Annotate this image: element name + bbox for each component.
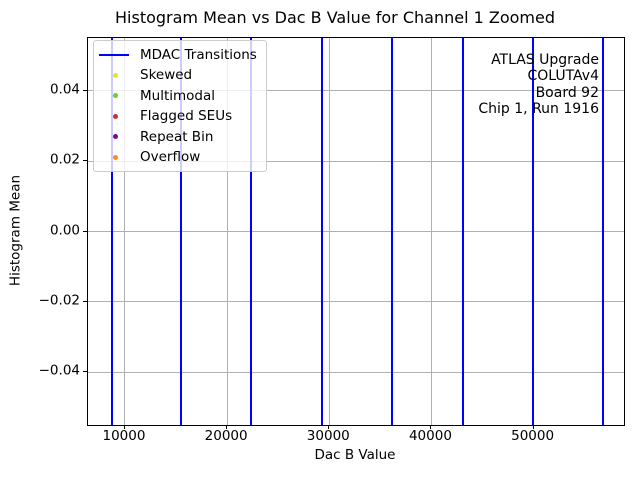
legend-entry: MDAC Transitions (94, 45, 266, 65)
mdac-transition-line (461, 38, 464, 425)
legend-marker-cell (99, 154, 140, 160)
annotation-line: Chip 1, Run 1916 (478, 100, 599, 117)
legend-dot-swatch (113, 72, 118, 78)
legend-entry: Multimodal (94, 86, 266, 106)
y-tick-label: 0.02 (49, 151, 80, 168)
y-tick-mark (83, 371, 87, 373)
x-tick-mark (226, 425, 228, 429)
y-tick-mark (83, 230, 87, 232)
y-gridline (88, 160, 624, 162)
x-tick-mark (123, 425, 125, 429)
mdac-transition-line (531, 38, 534, 425)
x-tick-mark (430, 425, 432, 429)
y-gridline (88, 371, 624, 373)
legend-line-swatch (99, 53, 129, 56)
y-gridline (88, 231, 624, 232)
legend-entry: Skewed (94, 65, 266, 85)
legend-marker-cell (99, 53, 140, 56)
mdac-transition-line (601, 38, 604, 425)
legend-entry-label: MDAC Transitions (140, 46, 257, 63)
chart-title: Histogram Mean vs Dac B Value for Channe… (115, 8, 555, 27)
mdac-transition-line (110, 38, 113, 425)
mdac-transition-line (391, 38, 393, 425)
x-tick-mark (328, 425, 330, 429)
y-gridline (88, 90, 624, 92)
y-tick-mark (83, 300, 87, 302)
y-tick-mark (83, 89, 87, 91)
x-tick-label: 50000 (511, 428, 555, 444)
legend-dot-swatch (113, 134, 118, 140)
y-gridline (88, 301, 624, 303)
legend: MDAC Transitions Skewed Multimodal Flagged … (93, 40, 267, 172)
legend-marker-cell (99, 93, 140, 99)
legend-marker-cell (99, 134, 140, 140)
legend-entry-label: Multimodal (140, 87, 216, 104)
legend-marker-cell (99, 113, 140, 119)
annotation-line: Board 92 (535, 84, 599, 101)
legend-dot-swatch (113, 113, 118, 119)
x-tick-mark (532, 425, 534, 429)
y-tick-label: 0.00 (49, 221, 80, 238)
annotation-block: ATLAS Upgrade COLUTAv4 Board 92 Chip 1, Run… (478, 52, 599, 117)
mdac-transition-line (320, 38, 323, 425)
legend-entry-label: Skewed (140, 67, 193, 84)
annotation-line: ATLAS Upgrade (491, 52, 599, 68)
legend-entry-label: Repeat Bin (140, 128, 214, 145)
annotation-line: COLUTAv4 (527, 68, 599, 85)
y-tick-label: −0.02 (38, 292, 80, 309)
x-tick-label: 10000 (102, 428, 146, 444)
y-axis-label: Histogram Mean (7, 174, 24, 287)
x-tick-label: 20000 (204, 428, 248, 444)
mdac-transition-line (179, 38, 182, 425)
legend-entry: Flagged SEUs (94, 106, 266, 126)
x-tick-label: 40000 (408, 428, 452, 444)
y-tick-label: −0.04 (38, 362, 80, 379)
legend-marker-cell (99, 72, 140, 78)
y-tick-label: 0.04 (49, 81, 80, 98)
x-axis-label: Dac B Value (314, 447, 396, 463)
legend-entry-label: Overflow (140, 149, 201, 166)
y-tick-mark (83, 160, 87, 162)
legend-entry-label: Flagged SEUs (140, 108, 233, 125)
x-tick-label: 30000 (306, 428, 350, 444)
legend-dot-swatch (113, 154, 118, 160)
legend-dot-swatch (113, 93, 118, 99)
legend-entry: Overflow (94, 147, 266, 167)
legend-entry: Repeat Bin (94, 127, 266, 147)
mdac-transition-line (250, 38, 253, 425)
